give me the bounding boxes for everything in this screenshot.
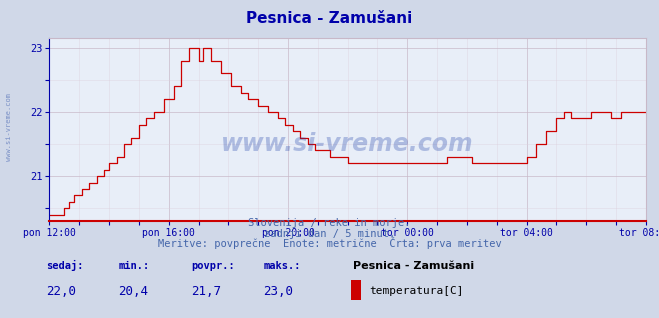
Text: sedaj:: sedaj: — [46, 260, 84, 271]
Text: Pesnica - Zamušani: Pesnica - Zamušani — [246, 11, 413, 26]
Text: povpr.:: povpr.: — [191, 261, 235, 271]
Text: 23,0: 23,0 — [264, 285, 294, 298]
Text: min.:: min.: — [119, 261, 150, 271]
Text: 20,4: 20,4 — [119, 285, 149, 298]
Text: www.si-vreme.com: www.si-vreme.com — [5, 93, 12, 161]
Text: temperatura[C]: temperatura[C] — [369, 286, 463, 296]
Text: Meritve: povprečne  Enote: metrične  Črta: prva meritev: Meritve: povprečne Enote: metrične Črta:… — [158, 238, 501, 249]
Text: Slovenija / reke in morje.: Slovenija / reke in morje. — [248, 218, 411, 228]
Text: maks.:: maks.: — [264, 261, 301, 271]
Text: www.si-vreme.com: www.si-vreme.com — [221, 132, 474, 156]
Text: 21,7: 21,7 — [191, 285, 221, 298]
Text: zadnji dan / 5 minut.: zadnji dan / 5 minut. — [264, 229, 395, 238]
Text: Pesnica - Zamušani: Pesnica - Zamušani — [353, 261, 474, 271]
Text: 22,0: 22,0 — [46, 285, 76, 298]
